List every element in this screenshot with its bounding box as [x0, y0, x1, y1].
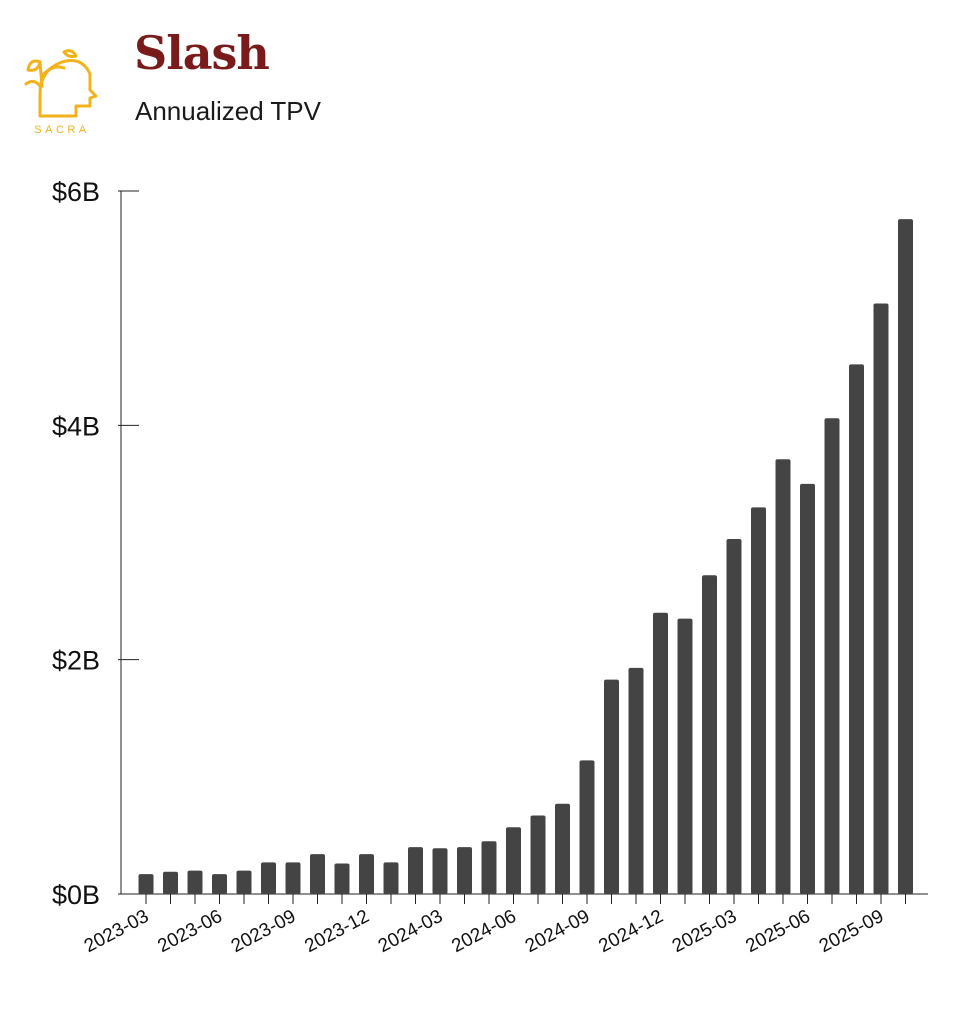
chart-subtitle: Annualized TPV	[135, 96, 321, 126]
y-tick-label: $2B	[52, 646, 100, 676]
bar-2023-06	[212, 874, 227, 894]
bar-2023-12	[359, 854, 374, 894]
bar-2025-04	[751, 507, 766, 894]
bar-2024-06	[506, 827, 521, 894]
company-name: Slash	[134, 26, 270, 80]
bar-2024-12	[653, 612, 668, 894]
bar-2023-10	[310, 854, 325, 894]
x-axis-ticks: 2023-03 2023-06 2023-09 2023-12 2024-03 2024-…	[81, 894, 906, 957]
bars	[138, 219, 913, 895]
bar-2024-09	[579, 760, 595, 894]
bar-2025-09	[873, 303, 889, 895]
x-tick-label: 2025-06	[742, 906, 813, 957]
x-tick-label: 2024-09	[522, 906, 593, 957]
y-tick-label: $4B	[52, 411, 100, 441]
axes	[120, 191, 928, 895]
bar-2024-10	[604, 679, 619, 894]
bar-2025-07	[824, 418, 840, 894]
x-tick-label: 2023-06	[154, 906, 225, 957]
bar-2023-11	[334, 863, 350, 894]
bar-2024-01	[383, 862, 399, 894]
y-tick-label: $0B	[52, 880, 100, 910]
bar-2023-07	[236, 870, 252, 894]
bar-2025-10	[898, 219, 913, 894]
bar-2024-04	[457, 847, 472, 894]
x-tick-label: 2024-03	[375, 906, 446, 957]
bar-2025-06	[800, 483, 815, 894]
x-tick-label: 2023-09	[228, 906, 299, 957]
sacra-logo-text: SACRA	[34, 124, 90, 136]
x-tick-label: 2023-12	[301, 906, 372, 957]
bar-2025-02	[702, 575, 717, 894]
bar-2024-03	[432, 848, 448, 894]
x-tick-label: 2023-03	[81, 906, 152, 957]
x-tick-label: 2024-12	[595, 906, 666, 957]
bar-2025-01	[677, 618, 693, 894]
bar-2024-02	[408, 847, 423, 894]
bar-2023-05	[187, 870, 203, 894]
sacra-logo	[24, 49, 98, 118]
x-tick-label: 2024-06	[448, 906, 519, 957]
bar-2024-08	[555, 803, 570, 894]
bar-2023-03	[138, 874, 154, 894]
bar-2024-07	[530, 815, 546, 894]
bar-2023-04	[163, 871, 178, 894]
bar-2024-11	[628, 667, 644, 894]
x-tick-label: 2025-09	[816, 906, 887, 957]
bar-2023-09	[285, 862, 301, 894]
bar-2023-08	[261, 862, 276, 894]
bar-2024-05	[481, 841, 497, 894]
bar-2025-03	[726, 538, 742, 894]
bar-2025-08	[849, 364, 864, 894]
x-tick-label: 2025-03	[669, 906, 740, 957]
y-axis-ticks: $0B $2B $4B $6B	[52, 177, 139, 910]
bar-2025-05	[775, 459, 791, 894]
y-tick-label: $6B	[52, 177, 100, 207]
